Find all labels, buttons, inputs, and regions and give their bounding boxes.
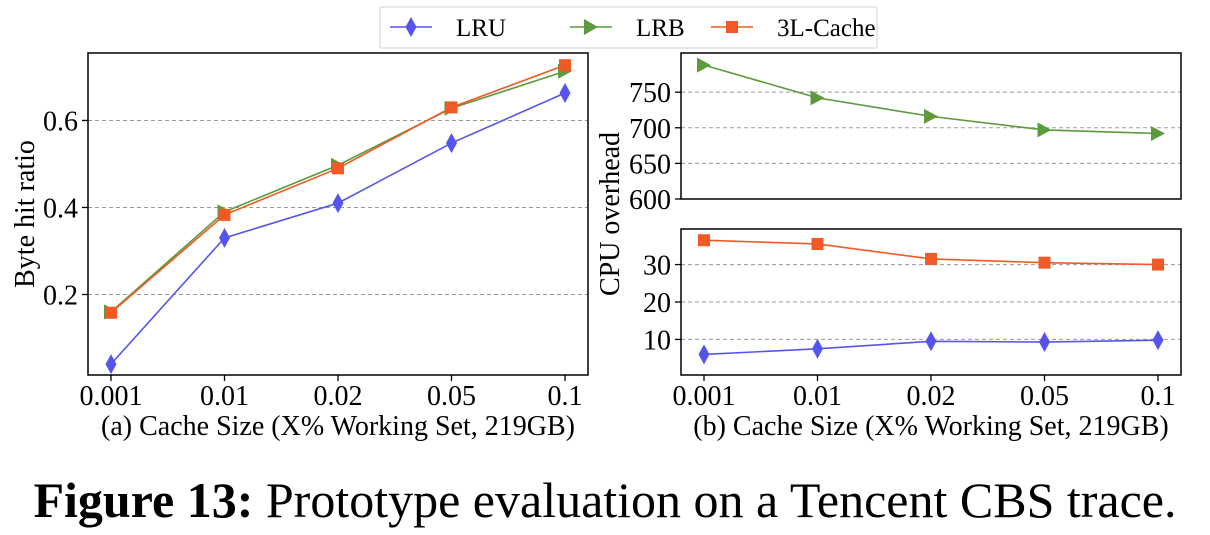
ylabel-a: Byte hit ratio	[10, 140, 41, 288]
legend-label-lrb: LRB	[636, 15, 685, 42]
y-tick-label: 20	[643, 288, 671, 319]
data-point-lru	[105, 354, 117, 375]
x-tick-label: 0.01	[200, 381, 249, 412]
y-tick-label: 30	[643, 251, 671, 282]
y-tick-label: 10	[643, 325, 671, 356]
legend-item-3l-cache: 3L-Cache	[711, 15, 876, 42]
data-point-lru	[332, 193, 344, 214]
data-point-3l-cache	[445, 101, 458, 114]
y-tick-label: 0.4	[43, 193, 78, 224]
y-tick-label: 0.2	[43, 281, 78, 312]
x-tick-label: 0.1	[1141, 381, 1176, 412]
xlabel-a: (a) Cache Size (X% Working Set, 219GB)	[101, 411, 575, 442]
y-tick-label: 700	[629, 114, 671, 145]
data-point-lrb	[1037, 122, 1052, 138]
series-line-lrb	[703, 64, 1159, 135]
x-tick-label: 0.05	[427, 381, 476, 412]
series-line-3l-cache	[110, 64, 566, 314]
legend-item-lrb: LRB	[570, 15, 685, 42]
axes-frame-b-top	[680, 52, 1182, 200]
y-tick-label: 600	[629, 185, 671, 216]
data-point-3l-cache	[105, 306, 117, 319]
data-point-lru	[559, 83, 571, 104]
ylabel-b: CPU overhead	[595, 132, 626, 296]
x-tick-label: 0.001	[80, 381, 143, 412]
x-tick-label: 0.01	[793, 381, 842, 412]
legend-marker-lru	[405, 17, 417, 37]
figure-13: LRU LRB 3L-Cache 0.2 0.4 0.6 0.001 0.01 0.02…	[10, 6, 1182, 442]
data-point-lru	[925, 331, 937, 352]
legend-frame	[379, 6, 878, 49]
y-tick-label: 750	[629, 78, 671, 109]
legend-label-lru: LRU	[456, 15, 506, 42]
y-tick-label: 650	[629, 149, 671, 180]
figure-caption: Figure 13: Prototype evaluation on a Ten…	[0, 470, 1210, 530]
y-tick-label: 0.6	[43, 106, 78, 137]
axes-frame-b-bottom	[680, 228, 1182, 376]
data-point-lrb	[924, 108, 938, 124]
panel-b-bottom: 10 20 30 0.001 0.01 0.02 0.05 0.1 CPU overhead…	[595, 132, 1182, 442]
data-point-3l-cache	[559, 59, 571, 72]
panel-b-top: 600 650 700 750	[629, 52, 1182, 216]
x-tick-label: 0.02	[907, 381, 956, 412]
data-point-lrb	[810, 90, 825, 106]
series-line-lrb	[110, 70, 566, 313]
data-point-lru	[698, 344, 710, 365]
x-tick-label: 0.1	[548, 381, 583, 412]
legend: LRU LRB 3L-Cache	[379, 6, 878, 49]
legend-label-3l-cache: 3L-Cache	[777, 15, 876, 42]
data-point-3l-cache	[925, 252, 937, 265]
data-point-3l-cache	[218, 208, 231, 221]
caption-text: Prototype evaluation on a Tencent CBS tr…	[253, 472, 1177, 528]
legend-marker-lrb	[584, 19, 598, 35]
x-tick-label: 0.001	[673, 381, 736, 412]
data-point-lrb	[1151, 125, 1165, 141]
data-point-3l-cache	[698, 234, 710, 247]
series-line-lru	[110, 92, 566, 365]
panel-a: 0.2 0.4 0.6 0.001 0.01 0.02 0.05 0.1 Byte hit …	[10, 52, 589, 442]
xlabel-b: (b) Cache Size (X% Working Set, 219GB)	[693, 411, 1168, 442]
data-point-3l-cache	[811, 237, 824, 250]
legend-marker-3l-cache	[726, 21, 738, 33]
axes-frame-a	[87, 52, 589, 376]
data-point-3l-cache	[1038, 256, 1051, 269]
legend-item-lru: LRU	[390, 15, 506, 42]
x-tick-label: 0.05	[1020, 381, 1069, 412]
x-tick-label: 0.02	[314, 381, 363, 412]
data-point-3l-cache	[332, 162, 344, 175]
data-point-lru	[812, 338, 823, 359]
data-point-lru	[1039, 332, 1050, 353]
data-point-lru	[1152, 330, 1164, 351]
data-point-lru	[219, 227, 230, 248]
data-point-lrb	[697, 57, 711, 73]
caption-label: Figure 13:	[33, 472, 254, 528]
data-point-lru	[446, 133, 457, 154]
data-point-3l-cache	[1152, 258, 1164, 271]
